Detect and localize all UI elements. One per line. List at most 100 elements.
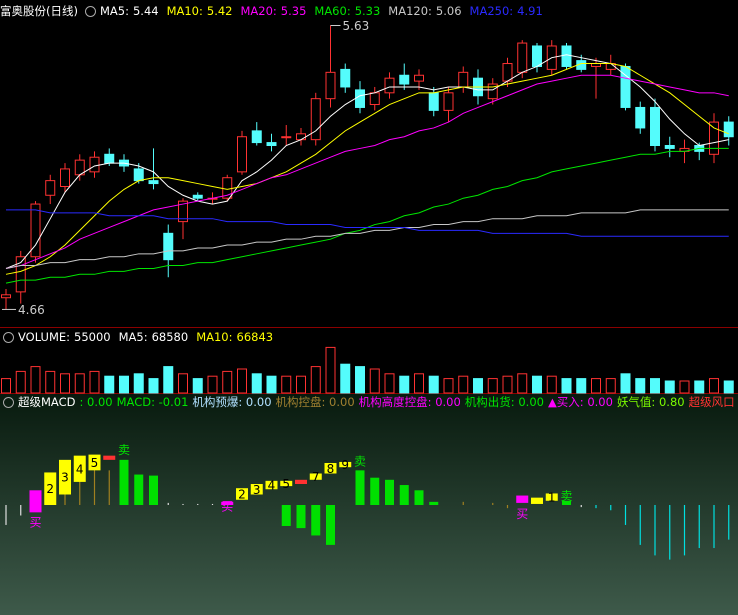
signal-block [280,480,293,487]
volume-bar [178,373,188,394]
volume-bar [281,375,292,394]
legend-label: MA60: [314,4,351,18]
legend-value: 5.06 [435,4,462,18]
indicator-legend: 机构高度控盘: 0.00 [358,395,461,409]
signal-block [59,459,71,495]
volume-bar [546,375,557,394]
candle-body [723,121,734,138]
candle-body [502,63,513,82]
histogram-bar [134,474,144,505]
histogram-bar [119,459,129,505]
histogram-bar [355,470,365,505]
legend-value: 5.44 [132,4,159,18]
candle-body [384,77,395,94]
block-label: 8 [327,462,335,476]
histogram-bar [399,485,409,505]
candle-body [443,92,454,111]
ma-line [5,209,729,269]
signal-block [516,495,529,503]
signal-block [545,493,558,501]
block-label: 5 [282,477,290,491]
volume-bar [414,373,424,394]
volume-bar [399,375,410,394]
histogram-bar [562,500,571,505]
block-label: 4 [76,462,84,476]
indicator-background [0,394,738,615]
indicator-header: 超级MACD: 0.00 MACD: -0.01 机构预爆: 0.00 机构控盘: 0… [0,395,738,409]
volume-bar [325,346,336,394]
volume-bar [650,378,660,394]
price-header: 富奥股份(日线) MA5: 5.44 MA10: 5.42 MA20: 5.35 MA60: 5… [0,4,738,18]
candle-body [650,106,660,147]
candle-body [310,98,321,141]
volume-bar [591,378,601,394]
legend-label: MA10: [196,330,233,344]
volume-bar [428,375,439,394]
volume-bar [207,375,218,394]
legend-value: 4.91 [517,4,543,18]
candle-body [222,177,233,199]
candle-body [664,145,675,149]
toggle-button [3,396,14,408]
legend-label: MA5: [118,330,148,344]
ma-line [5,63,729,275]
signal-block [44,472,57,505]
candle-body [1,294,11,299]
legend-label: MA250: [469,4,514,18]
histogram-bar [414,490,424,505]
indicator-legend: 机构预爆: 0.00 [192,395,272,409]
volume-bar [443,378,454,394]
signal-block [324,463,337,474]
volume-bar [163,366,174,394]
volume-bar [709,378,719,394]
volume-bar [89,370,100,394]
signal-label: 买 [221,500,233,514]
candle-body [414,74,424,82]
signal-block [103,455,116,460]
toggle-button [3,331,14,343]
legend-label: MA10: [166,4,203,18]
candle-body [237,136,247,173]
annotation-label: 4.66 [18,303,45,317]
candle-body [325,71,336,100]
candle-body [60,168,70,187]
volume-bar [222,370,233,394]
candle-body [251,130,262,144]
volume-bar [458,375,469,394]
candle-body [104,153,115,164]
signal-block [309,473,322,480]
indicator-legend: : 0.00 [79,395,113,409]
volume-bar [251,373,262,394]
block-label: 2 [238,487,246,501]
volume-header: VOLUME: 55000 MA5: 68580 MA10: 66843 [0,330,738,344]
volume-value: 55000 [74,330,111,344]
volume-bar [192,378,203,394]
histogram-bar [385,479,394,505]
volume-bar [576,378,587,394]
legend-value: 68580 [151,330,189,344]
candle-body [296,133,306,141]
candle-body [192,194,203,199]
indicator-legend: ▲买入: 0.00 [547,395,613,409]
block-label: 1 [548,491,556,505]
signal-label: 买 [29,515,41,529]
candle-body [89,156,100,173]
legend-value: 5.33 [354,4,381,18]
candle-body [458,71,469,88]
histogram-bar [296,505,306,529]
volume-bar [74,373,85,394]
signal-block [295,479,307,484]
volume-bar [694,380,705,394]
volume-bar [502,375,513,394]
legend-value: 5.35 [280,4,307,18]
legend-label: MA5: [99,4,129,18]
legend-label: MA120: [388,4,432,18]
volume-bar [119,375,129,394]
signal-label: 买 [516,507,528,521]
signal-block [236,488,248,500]
candle-body [369,92,380,106]
signal-label: 卖 [560,489,572,503]
volume-bar [679,380,690,394]
histogram-bar [429,501,439,505]
candle-body [163,232,174,261]
